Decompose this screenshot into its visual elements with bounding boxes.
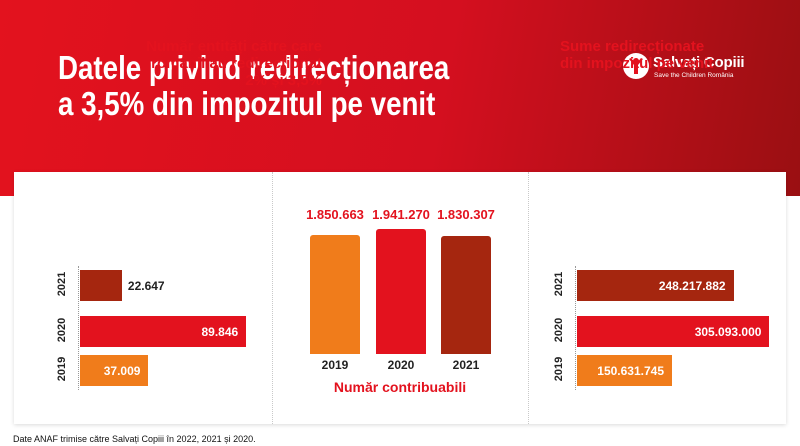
logo-name: Salvați Copiii: [653, 54, 745, 71]
contributors-bar-2019: [310, 234, 360, 354]
amounts-year-label: 2020: [553, 317, 565, 343]
contributors-bar-2021: [441, 236, 491, 354]
amounts-bar-2019: [577, 355, 672, 386]
entities-bar-2021: [80, 270, 122, 301]
amounts-bar-2020: [577, 316, 770, 347]
panel-divider-1: [272, 172, 273, 424]
page-title-line-2: a 3,5% din impozitul pe venit: [58, 85, 436, 122]
amounts-axis-line: [575, 266, 576, 390]
amounts-title-line-1: Sume redirecționate: [560, 38, 705, 55]
contributors-value-label: 1.830.307: [437, 207, 495, 222]
entities-year-label: 2019: [56, 356, 68, 382]
entities-axis-line: [78, 266, 79, 390]
amounts-year-label: 2019: [553, 356, 565, 382]
amounts-bar-2021: [577, 270, 734, 301]
amounts-value-label: 248.217.882: [658, 279, 726, 293]
amounts-value-label: 305.093.000: [694, 325, 762, 339]
contributors-axis-label: Număr contribuabili: [333, 379, 467, 395]
entities-title-line-2: românii au redirecționat: [151, 55, 322, 72]
entities-title-line-3: 2% și 3,5%: [245, 72, 322, 89]
child-figure-icon: [623, 53, 649, 79]
contributors-value-label: 1.850.663: [306, 207, 364, 222]
page-title: Datele privind redirecționarea a 3,5% di…: [58, 50, 453, 122]
entities-bar-2019: [80, 355, 149, 386]
contributors-bar-2020: [376, 229, 426, 354]
entities-chart-title: Număr entități către care românii au red…: [90, 38, 322, 89]
amounts-year-label: 2021: [553, 271, 565, 297]
contributors-year-label: 2021: [452, 358, 480, 372]
entities-value-label: 89.846: [201, 325, 239, 339]
entities-bar-2020: [80, 316, 247, 347]
header-banner: Datele privind redirecționarea a 3,5% di…: [0, 0, 800, 196]
source-footnote: Date ANAF trimise către Salvați Copiii î…: [13, 434, 256, 444]
amounts-title-line-2: din impozitul pe venit: [560, 55, 714, 72]
amounts-chart-title: Sume redirecționate din impozitul pe ven…: [560, 38, 790, 72]
entities-year-label: 2021: [56, 271, 68, 297]
entities-value-label: 22.647: [127, 279, 165, 293]
panel-divider-2: [528, 172, 529, 424]
contributors-year-label: 2019: [321, 358, 349, 372]
amounts-value-label: 150.631.745: [597, 364, 664, 378]
page-title-line-1: Datele privind redirecționarea: [58, 49, 450, 86]
entities-title-line-1: Număr entități către care: [146, 38, 322, 55]
logo-subtitle: Save the Children România: [654, 72, 734, 79]
contributors-value-label: 1.941.270: [372, 207, 430, 222]
contributors-year-label: 2020: [387, 358, 415, 372]
entities-year-label: 2020: [56, 317, 68, 343]
entities-value-label: 37.009: [103, 364, 141, 378]
salvati-copiii-logo: Salvați Copiii Save the Children România: [622, 52, 762, 90]
